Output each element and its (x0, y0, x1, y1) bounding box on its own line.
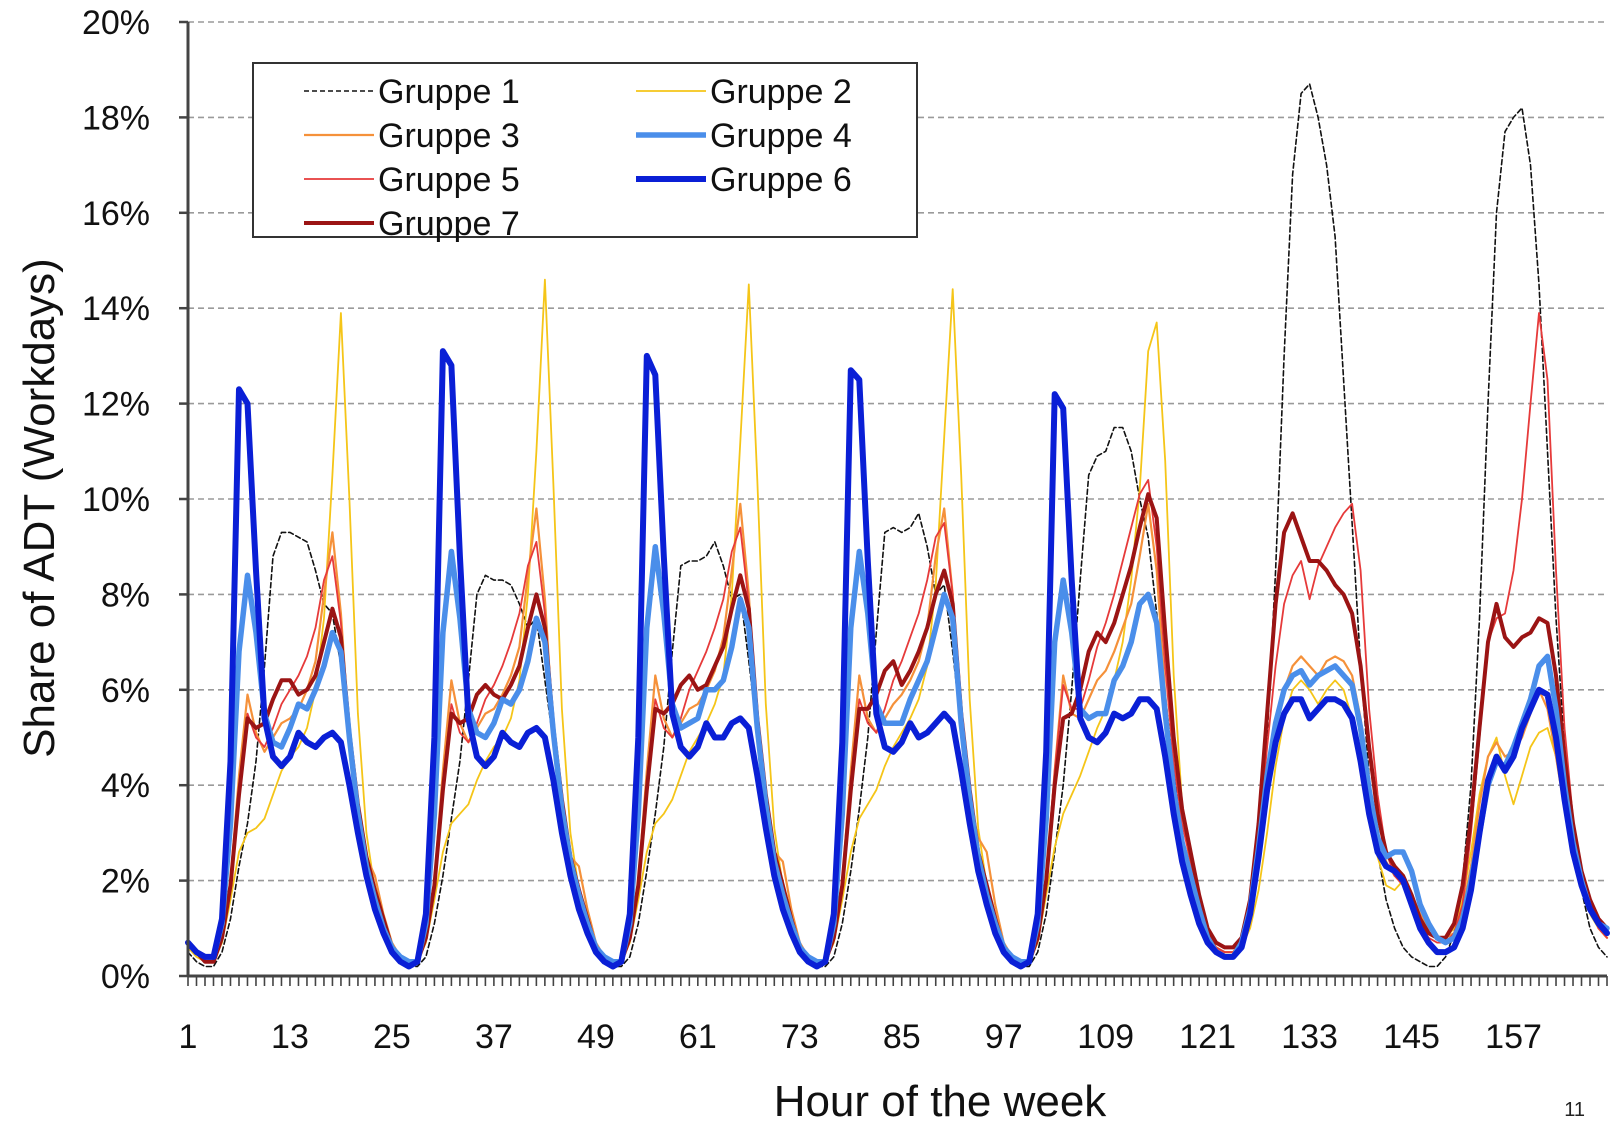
x-tick-label: 121 (1179, 1018, 1236, 1056)
y-tick-label: 2% (101, 863, 150, 901)
legend-label: Gruppe 1 (378, 73, 520, 111)
y-tick-label: 14% (82, 290, 150, 328)
x-tick-label: 157 (1485, 1018, 1542, 1056)
x-tick-label: 61 (679, 1018, 717, 1056)
y-axis-title: Share of ADT (Workdays) (15, 258, 64, 758)
series-line-gruppe-6 (185, 348, 1610, 970)
y-tick-label: 8% (101, 576, 150, 614)
page-number: 11 (1564, 1099, 1585, 1121)
legend-label: Gruppe 7 (378, 205, 520, 243)
y-tick-labels: 0% 2% 4% 6% 8% 10% 12% 14% 16% 18% 20% (82, 4, 150, 996)
y-tick-label: 20% (82, 4, 150, 42)
legend-label: Gruppe 2 (710, 73, 852, 111)
y-tick-label: 18% (82, 99, 150, 137)
x-tick-label: 133 (1281, 1018, 1338, 1056)
x-tick-label: 97 (985, 1018, 1023, 1056)
y-tick-label: 12% (82, 386, 150, 424)
y-tick-label: 10% (82, 481, 150, 519)
x-tick-labels: 1 13 25 37 49 61 73 85 97 109 121 133 145 157 (179, 1018, 1542, 1056)
x-tick-label: 37 (475, 1018, 513, 1056)
x-tick-label: 25 (373, 1018, 411, 1056)
legend: Gruppe 1 Gruppe 2 Gruppe 3 Gruppe 4 Gruppe 5… (252, 62, 918, 243)
legend-label: Gruppe 6 (710, 161, 852, 199)
x-tick-label: 85 (883, 1018, 921, 1056)
x-tick-label: 73 (781, 1018, 819, 1056)
x-tick-label: 1 (179, 1018, 198, 1056)
y-tick-label: 4% (101, 767, 150, 805)
legend-label: Gruppe 5 (378, 161, 520, 199)
y-tick-label: 16% (82, 195, 150, 233)
x-axis-title: Hour of the week (774, 1077, 1108, 1126)
legend-label: Gruppe 3 (378, 117, 520, 155)
series-lines (185, 83, 1610, 970)
x-tick-label: 109 (1077, 1018, 1134, 1056)
x-tick-label: 145 (1383, 1018, 1440, 1056)
y-tick-label: 6% (101, 672, 150, 710)
y-tick-label: 0% (101, 958, 150, 996)
x-tick-label: 49 (577, 1018, 615, 1056)
x-tick-label: 13 (271, 1018, 309, 1056)
legend-box (252, 62, 918, 238)
legend-label: Gruppe 4 (710, 117, 852, 155)
axes (179, 20, 1608, 986)
